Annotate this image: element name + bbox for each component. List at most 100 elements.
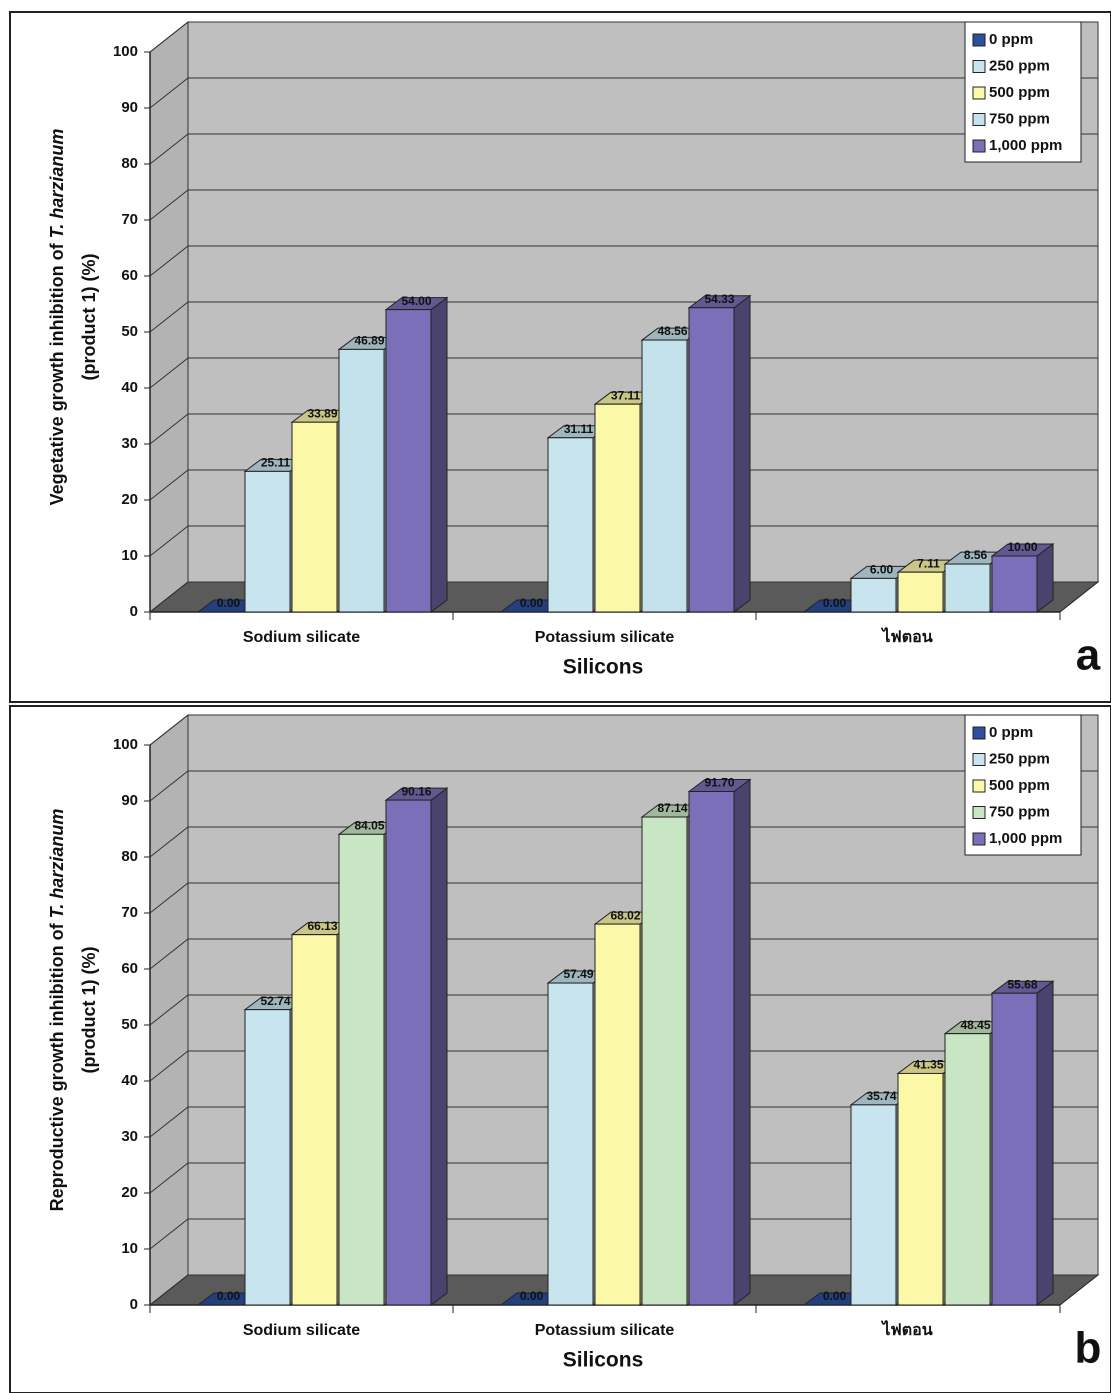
legend-label: 0 ppm: [989, 31, 1033, 48]
y-tick-label: 30: [121, 435, 138, 452]
y-tick-label: 60: [121, 960, 138, 977]
y-tick-label: 100: [113, 43, 138, 60]
value-label: 0.00: [823, 596, 847, 610]
value-label: 0.00: [520, 1289, 544, 1303]
y-tick-label: 50: [121, 1016, 138, 1033]
x-tick-label: Potassium silicate: [535, 1322, 675, 1339]
bar: [245, 471, 290, 612]
value-label: 31.11: [564, 422, 594, 436]
y-tick-label: 90: [121, 99, 138, 116]
legend-label: 1,000 ppm: [989, 830, 1062, 847]
y-tick-label: 0: [130, 603, 138, 620]
bar: [595, 404, 640, 612]
panel-label: b: [1075, 1324, 1102, 1373]
x-tick-label: Sodium silicate: [243, 1322, 360, 1339]
legend-swatch: [973, 780, 985, 792]
y-tick-label: 0: [130, 1296, 138, 1313]
value-label: 57.49: [563, 967, 593, 981]
value-label: 54.00: [401, 294, 431, 308]
y-tick-label: 40: [121, 379, 138, 396]
y-axis-title: (product 1) (%): [79, 254, 99, 381]
value-label: 37.11: [611, 388, 641, 402]
y-tick-label: 50: [121, 323, 138, 340]
bar: [548, 438, 593, 612]
bar: [292, 422, 337, 612]
bar: [898, 1073, 943, 1305]
bar: [339, 834, 384, 1305]
legend-label: 250 ppm: [989, 750, 1050, 767]
value-label: 87.14: [657, 801, 687, 815]
bar: [992, 993, 1037, 1305]
chart: 0102030405060708090100Sodium silicatePot…: [0, 0, 1111, 1393]
y-tick-label: 20: [121, 1184, 138, 1201]
bar-side: [1037, 981, 1053, 1305]
y-axis-title: Reproductive growth inhibition of T. har…: [47, 809, 67, 1212]
y-axis-title-part: Reproductive growth inhibition of: [47, 922, 67, 1211]
x-tick-label: ไฟตอน: [880, 1320, 932, 1339]
bar: [245, 1010, 290, 1305]
bar-side: [431, 788, 447, 1305]
value-label: 0.00: [823, 1289, 847, 1303]
legend-swatch: [973, 87, 985, 99]
value-label: 48.45: [960, 1018, 990, 1032]
legend-swatch: [973, 807, 985, 819]
bar: [386, 310, 431, 612]
legend-label: 0 ppm: [989, 724, 1033, 741]
bar: [339, 349, 384, 612]
legend-swatch: [973, 61, 985, 73]
panel-label: a: [1076, 631, 1101, 680]
bar: [386, 800, 431, 1305]
legend-label: 750 ppm: [989, 803, 1050, 820]
y-axis-title-part: T. harzianum: [47, 809, 67, 919]
value-label: 41.35: [913, 1058, 943, 1072]
legend-swatch: [973, 34, 985, 46]
bar: [851, 1105, 896, 1305]
bar-side: [734, 296, 750, 612]
value-label: 68.02: [610, 908, 640, 922]
y-tick-label: 30: [121, 1128, 138, 1145]
x-tick-label: ไฟตอน: [880, 627, 932, 646]
legend-swatch: [973, 727, 985, 739]
value-label: 8.56: [964, 548, 988, 562]
y-tick-label: 80: [121, 848, 138, 865]
x-tick-label: Potassium silicate: [535, 629, 675, 646]
y-tick-label: 60: [121, 267, 138, 284]
legend-swatch: [973, 114, 985, 126]
y-tick-label: 10: [121, 1240, 138, 1257]
legend-label: 500 ppm: [989, 84, 1050, 101]
legend-label: 1,000 ppm: [989, 137, 1062, 154]
y-tick-label: 90: [121, 792, 138, 809]
bar: [548, 983, 593, 1305]
legend-label: 250 ppm: [989, 57, 1050, 74]
value-label: 6.00: [870, 563, 894, 577]
bar: [689, 791, 734, 1305]
x-tick-label: Sodium silicate: [243, 629, 360, 646]
legend-swatch: [973, 833, 985, 845]
y-axis-title-part: Vegetative growth inhibition of: [47, 242, 67, 505]
bar: [642, 817, 687, 1305]
value-label: 55.68: [1007, 977, 1037, 991]
x-axis-title: Silicons: [563, 1349, 644, 1372]
bar: [992, 556, 1037, 612]
y-axis-title-part: T. harzianum: [47, 129, 67, 239]
bar: [642, 340, 687, 612]
y-tick-label: 40: [121, 1072, 138, 1089]
x-axis-title: Silicons: [563, 656, 644, 679]
legend-swatch: [973, 140, 985, 152]
value-label: 35.74: [866, 1089, 896, 1103]
value-label: 0.00: [217, 596, 241, 610]
y-tick-label: 10: [121, 547, 138, 564]
legend-label: 750 ppm: [989, 110, 1050, 127]
legend-label: 500 ppm: [989, 777, 1050, 794]
value-label: 0.00: [520, 596, 544, 610]
y-axis-title: (product 1) (%): [79, 947, 99, 1074]
y-axis-title: Vegetative growth inhibition of T. harzi…: [47, 129, 67, 506]
bar-side: [734, 779, 750, 1305]
legend-swatch: [973, 754, 985, 766]
bar: [851, 578, 896, 612]
y-tick-label: 70: [121, 211, 138, 228]
value-label: 48.56: [657, 324, 687, 338]
bar: [689, 308, 734, 612]
bar: [945, 564, 990, 612]
value-label: 25.11: [261, 456, 291, 470]
